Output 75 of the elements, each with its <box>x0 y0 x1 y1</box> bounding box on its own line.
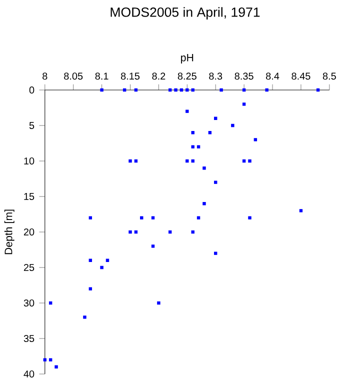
x-tick-label: 8.25 <box>178 72 197 80</box>
point <box>134 88 138 92</box>
point <box>191 159 195 163</box>
point <box>248 216 252 220</box>
point <box>100 88 104 92</box>
point <box>248 159 252 163</box>
point <box>242 159 246 163</box>
x-axis-title: pH <box>181 54 194 64</box>
point <box>49 358 52 362</box>
point <box>180 88 184 92</box>
y-tick-label: 20 <box>24 228 34 236</box>
point <box>186 88 189 92</box>
point <box>214 180 218 184</box>
point <box>152 244 155 248</box>
y-tick-label: 35 <box>24 334 34 342</box>
point <box>123 88 126 92</box>
point <box>157 301 160 305</box>
x-tick-label: 8.35 <box>234 72 254 80</box>
point <box>316 88 320 92</box>
point <box>88 287 92 290</box>
point <box>214 116 218 120</box>
x-tick-label: 8.45 <box>292 72 310 80</box>
point <box>49 301 52 305</box>
point <box>254 138 258 142</box>
point <box>174 88 178 92</box>
point <box>220 88 224 92</box>
y-tick-label: 5 <box>30 122 34 129</box>
x-tick-label: 8.5 <box>323 72 336 80</box>
point <box>186 159 189 163</box>
point <box>128 159 132 163</box>
point <box>299 209 303 212</box>
point <box>242 102 246 106</box>
point <box>83 316 86 319</box>
point <box>197 216 200 220</box>
x-tick-label: 8.4 <box>266 72 280 80</box>
point <box>191 145 195 148</box>
point <box>265 88 269 92</box>
x-tick-label: 8 <box>42 72 48 80</box>
y-tick-label: 10 <box>24 157 34 165</box>
point <box>202 202 206 206</box>
x-tick-label: 8.1 <box>95 72 108 80</box>
point <box>106 258 110 262</box>
point <box>152 216 155 220</box>
point <box>197 145 200 148</box>
point <box>202 166 206 170</box>
y-tick-label: 30 <box>24 299 34 307</box>
y-tick-label: 15 <box>24 193 34 200</box>
point <box>242 88 246 92</box>
y-axis-title: Depth [m] <box>4 210 14 254</box>
y-tick-label: 0 <box>30 86 34 94</box>
point <box>214 252 218 255</box>
point <box>168 230 172 234</box>
point <box>231 124 234 128</box>
point <box>88 216 92 220</box>
point <box>43 358 47 362</box>
y-tick-label: 40 <box>24 370 34 378</box>
x-tick-label: 8.15 <box>121 72 140 80</box>
x-tick-label: 8.2 <box>152 72 166 80</box>
point <box>140 216 144 220</box>
chart-title: MODS2005 in April, 1971 <box>110 7 260 20</box>
point <box>168 88 172 92</box>
point <box>134 230 138 234</box>
x-tick-label: 8.05 <box>64 72 83 80</box>
point <box>100 266 104 270</box>
point <box>128 230 132 234</box>
point <box>191 131 195 134</box>
point <box>54 365 58 368</box>
point <box>208 131 212 134</box>
y-tick-label: 25 <box>24 264 34 272</box>
point <box>88 258 92 262</box>
point <box>191 230 195 234</box>
x-tick-label: 8.3 <box>209 72 222 80</box>
point <box>191 88 195 92</box>
point <box>134 159 138 163</box>
point <box>186 110 189 113</box>
